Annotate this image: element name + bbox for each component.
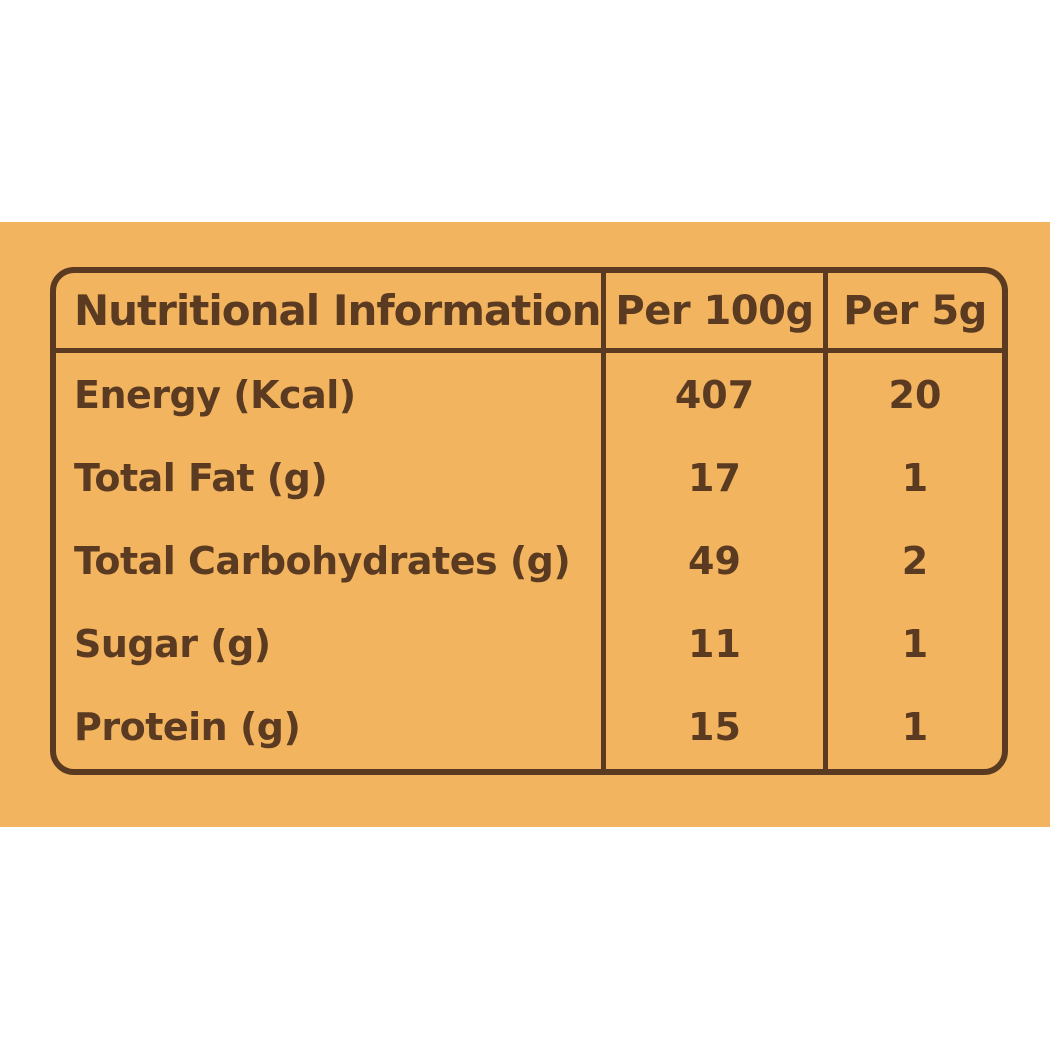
row-label-protein: Protein (g): [56, 685, 606, 769]
header-per-5g: Per 5g: [828, 273, 1002, 353]
row-sugar-per-5g: 1: [901, 622, 929, 667]
row-sugar-per-100g: 11: [606, 602, 828, 686]
row-total-carbohydrates-per-5g: 2: [901, 538, 929, 583]
header-nutritional-information: Nutritional Information: [56, 273, 606, 353]
row-label-sugar: Sugar (g): [56, 602, 606, 686]
row-label-energy: Energy (Kcal): [56, 353, 606, 437]
row-total-fat-per-100g: 17: [606, 436, 828, 520]
orange-band: [0, 222, 1050, 827]
header-per-100g: Per 100g: [606, 273, 828, 353]
row-energy-per-100g: 407: [606, 353, 828, 437]
row-label-total-fat: Total Fat (g): [56, 436, 606, 520]
row-label-total-carbohydrates: Total Carbohydrates (g): [56, 519, 606, 603]
row-protein-per-100g: 15: [606, 685, 828, 769]
row-total-fat-per-5g: 1: [901, 455, 929, 500]
row-total-carbohydrates-per-100g: 49: [606, 519, 828, 603]
nutrition-table: Nutritional Information Per 100g Per 5g …: [50, 267, 1008, 775]
row-energy-per-5g: 20: [888, 372, 942, 417]
row-protein-per-5g: 1: [901, 705, 929, 750]
